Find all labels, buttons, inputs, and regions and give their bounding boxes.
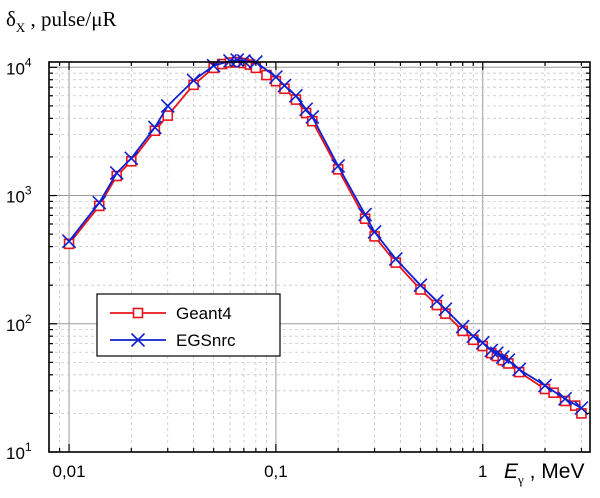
legend-entry-egsnrc: EGSnrc: [110, 331, 236, 350]
data-point-stroke: [537, 378, 553, 393]
data-point: [236, 53, 251, 69]
data-point: [489, 346, 504, 361]
data-point-stroke: [230, 52, 245, 68]
series-layer: [61, 52, 589, 419]
data-point: [162, 110, 174, 121]
x-axis-title-main: E: [504, 460, 519, 483]
data-point-stroke: [288, 88, 304, 103]
plot-frame: [48, 61, 591, 453]
x-tick-label: 0,1: [264, 462, 288, 481]
data-point: [557, 391, 573, 406]
data-point-stroke: [109, 165, 124, 181]
data-point-stroke: [475, 335, 490, 350]
legend-swatch-marker: [132, 307, 144, 319]
data-point: [288, 88, 304, 103]
data-point: [124, 151, 139, 166]
data-point: [160, 98, 175, 113]
x-tick-label: 1: [478, 462, 487, 481]
data-point-stroke: [388, 251, 403, 267]
y-tick-label: 102: [6, 312, 32, 335]
data-point-stroke: [61, 234, 77, 249]
y-tick-label: 104: [6, 55, 32, 78]
series-egsnrc: [61, 52, 589, 416]
data-point: [92, 195, 107, 210]
data-point-stroke: [455, 319, 470, 334]
data-point-stroke: [466, 329, 481, 344]
legend: Geant4 EGSnrc: [96, 293, 281, 357]
x-tick-label: 0,01: [52, 462, 85, 481]
legend-label: Geant4: [176, 304, 232, 323]
legend-entry-geant4: Geant4: [110, 304, 232, 323]
series-geant4: [63, 56, 587, 419]
data-point-stroke: [484, 343, 499, 358]
data-point: [111, 170, 123, 182]
data-point-stroke: [367, 224, 382, 240]
legend-swatch-marker: [130, 332, 146, 348]
data-point-stroke: [160, 98, 175, 113]
data-point: [331, 158, 346, 174]
data-point-stroke: [299, 102, 314, 117]
data-point: [512, 362, 527, 377]
data-point-stroke: [331, 158, 346, 174]
data-point-stroke: [186, 73, 201, 88]
y-axis-title: δX , pulse/μR: [6, 7, 116, 35]
data-point: [305, 109, 320, 125]
y-axis-title-unit: , pulse/μR: [25, 7, 116, 31]
data-point-stroke: [489, 346, 504, 361]
data-point: [299, 102, 314, 117]
x-axis-title-unit: , MeV: [524, 460, 585, 483]
data-point-stroke: [358, 207, 373, 222]
data-point-stroke: [438, 302, 453, 317]
data-point-stroke: [574, 401, 589, 416]
data-point: [61, 234, 77, 249]
data-point: [548, 387, 559, 399]
data-point-stroke: [495, 349, 510, 365]
y-tick-label: 101: [6, 440, 32, 463]
data-point-stroke: [124, 151, 139, 166]
data-point: [413, 278, 428, 293]
data-point: [466, 329, 481, 344]
data-point: [277, 78, 292, 93]
legend-swatch-marker-stroke: [130, 332, 146, 348]
data-point-stroke: [501, 353, 516, 368]
data-point: [501, 353, 516, 368]
y-axis-title-main: δ: [6, 7, 16, 31]
data-point-stroke: [236, 53, 251, 69]
data-point: [438, 302, 453, 317]
data-point: [147, 120, 162, 135]
data-point: [574, 401, 589, 416]
data-point-stroke: [413, 278, 428, 293]
grid: [48, 62, 590, 453]
data-point: [358, 207, 373, 222]
data-point: [367, 224, 382, 240]
data-point: [537, 378, 553, 393]
y-tick-label: 103: [6, 184, 32, 207]
data-point-stroke: [277, 78, 292, 93]
data-point-stroke: [268, 69, 283, 85]
data-point: [188, 79, 199, 91]
data-point: [186, 73, 201, 88]
legend-label: EGSnrc: [176, 331, 236, 350]
data-point: [126, 155, 137, 167]
data-point-stroke: [429, 294, 444, 309]
ticks: [48, 62, 590, 453]
x-axis-title: Eγ , MeV: [504, 460, 584, 487]
legend-box: [96, 293, 281, 357]
data-point-stroke: [147, 120, 162, 135]
data-point-stroke: [305, 109, 320, 125]
data-point-stroke: [92, 195, 107, 210]
data-point-stroke: [512, 362, 527, 377]
x-axis-title-sub: γ: [517, 472, 524, 487]
tick-labels: 0,01 0,1 1 101 102 103 104: [6, 55, 487, 481]
data-point-stroke: [557, 391, 573, 406]
data-point: [63, 238, 75, 250]
data-point: [388, 251, 403, 267]
y-axis-title-sub: X: [16, 20, 26, 35]
data-point: [109, 165, 124, 181]
